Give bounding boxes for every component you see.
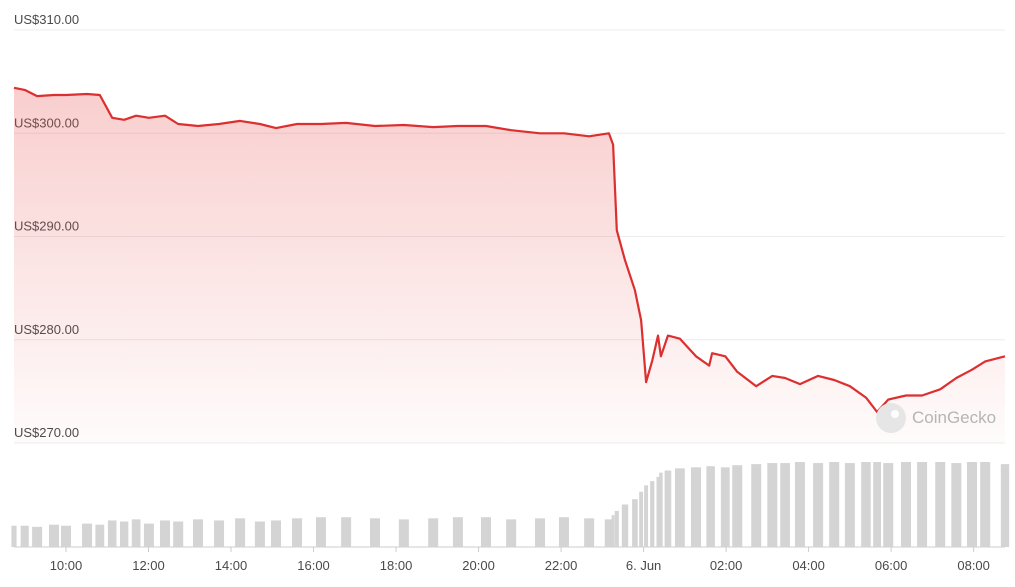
- volume-bar: [143, 523, 154, 547]
- volume-bar: [131, 519, 141, 547]
- volume-bar: [980, 462, 991, 547]
- x-tick-label: 06:00: [875, 558, 908, 573]
- volume-bar: [966, 462, 977, 547]
- volume-bar: [235, 518, 246, 547]
- volume-bar: [656, 476, 660, 547]
- volume-bar: [82, 523, 93, 547]
- volume-bar: [709, 466, 715, 547]
- volume-bar: [935, 462, 946, 547]
- volume-bar: [621, 504, 629, 547]
- volume-bar: [398, 519, 409, 547]
- volume-bar: [873, 462, 882, 547]
- volume-bar: [214, 520, 225, 547]
- volume-bar: [650, 481, 655, 547]
- volume-bar: [632, 499, 638, 547]
- volume-bar: [107, 520, 117, 547]
- x-tick-label: 02:00: [710, 558, 743, 573]
- volume-bar: [883, 463, 894, 547]
- x-tick-label: 10:00: [50, 558, 83, 573]
- volume-bar: [370, 518, 381, 547]
- volume-bar: [732, 465, 743, 547]
- volume-bar: [951, 463, 962, 547]
- volume-bar: [32, 526, 43, 547]
- x-tick-label: 08:00: [957, 558, 990, 573]
- volume-bar: [644, 485, 649, 547]
- volume-bar: [829, 462, 840, 547]
- volume-bar: [614, 510, 619, 547]
- volume-bar: [639, 491, 644, 547]
- volume-bar: [780, 463, 790, 547]
- volume-bar: [11, 525, 17, 547]
- volume-bar: [584, 518, 595, 547]
- x-tick-label: 20:00: [462, 558, 495, 573]
- watermark-text: CoinGecko: [912, 408, 996, 427]
- volume-bar: [767, 463, 778, 547]
- volume-bar: [900, 462, 911, 547]
- volume-bar: [173, 521, 184, 547]
- volume-bar: [720, 467, 730, 547]
- x-tick-label: 22:00: [545, 558, 578, 573]
- volume-bar: [611, 515, 615, 547]
- volume-bar: [1000, 464, 1010, 547]
- x-tick-label: 16:00: [297, 558, 330, 573]
- x-tick-label: 18:00: [380, 558, 413, 573]
- volume-bar: [861, 462, 871, 547]
- x-tick-label: 14:00: [215, 558, 248, 573]
- volume-bar: [706, 466, 713, 547]
- volume-bar: [341, 517, 352, 547]
- volume-bar: [844, 463, 855, 547]
- volume-bar: [558, 517, 569, 547]
- volume-bar: [270, 520, 281, 547]
- volume-bar: [480, 517, 491, 547]
- x-tick-label: 12:00: [132, 558, 165, 573]
- volume-bar: [119, 521, 129, 547]
- x-tick-label: 04:00: [792, 558, 825, 573]
- volume-bar: [95, 524, 105, 547]
- volume-bar: [428, 518, 439, 547]
- volume-bar: [813, 463, 824, 547]
- volume-bar: [254, 521, 265, 547]
- volume-bar: [60, 525, 71, 547]
- watermark: CoinGecko: [876, 403, 996, 433]
- volume-bar: [659, 472, 663, 547]
- volume-bar: [315, 517, 326, 547]
- y-tick-label: US$310.00: [14, 12, 79, 27]
- volume-bar: [674, 468, 685, 547]
- volume-bar: [535, 518, 546, 547]
- volume-bar: [794, 462, 805, 547]
- volume-bar: [193, 519, 204, 547]
- x-tick-label: 6. Jun: [626, 558, 661, 573]
- price-line: [13, 86, 1006, 414]
- volume-bar: [160, 520, 171, 547]
- volume-bar: [604, 519, 614, 547]
- volume-bar: [690, 467, 701, 547]
- price-area: [14, 87, 1005, 444]
- volume-bar: [664, 470, 672, 547]
- volume-bar: [49, 524, 60, 547]
- volume-bar: [292, 518, 303, 547]
- volume-bar: [917, 462, 928, 547]
- volume-bar: [751, 464, 762, 547]
- volume-bar: [452, 517, 463, 547]
- volume-bar: [20, 525, 29, 547]
- volume-bar: [506, 519, 517, 547]
